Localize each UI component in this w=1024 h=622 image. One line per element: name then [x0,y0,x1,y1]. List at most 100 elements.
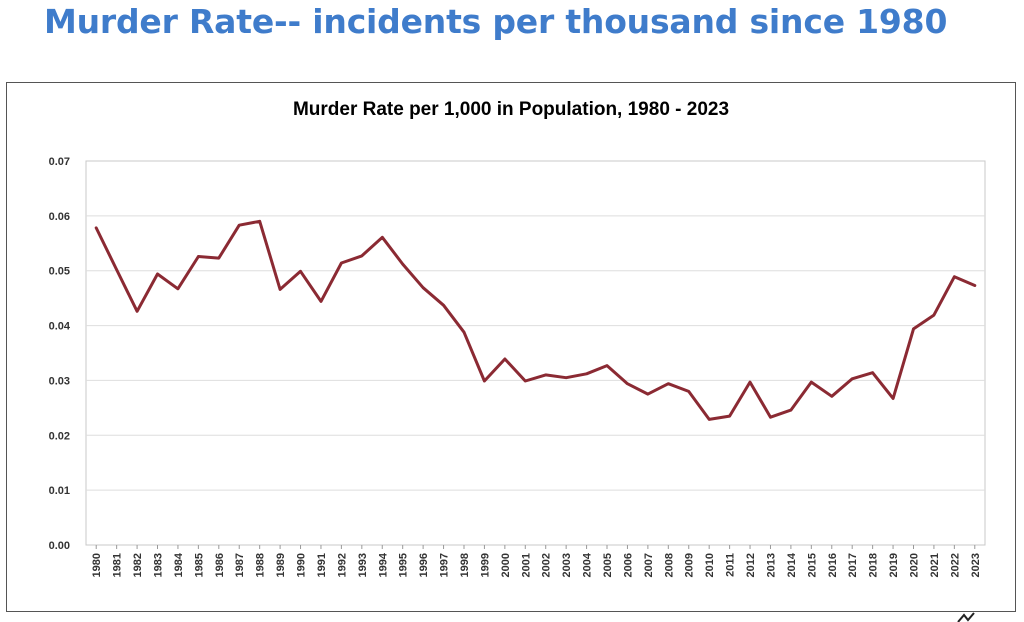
x-tick-label: 1981 [112,553,124,577]
x-tick-label: 2017 [847,553,859,577]
data-point [626,382,629,385]
data-point [421,286,425,289]
data-point [442,304,445,307]
data-point [176,287,180,291]
data-point [462,330,466,334]
y-tick-label: 0.03 [49,375,70,387]
x-tick-label: 2002 [541,553,553,577]
data-point [299,270,302,273]
x-tick-label: 1983 [153,553,165,577]
data-point [156,272,159,276]
slide-title: Murder Rate-- incidents per thousand sin… [44,2,948,41]
y-tick-label: 0.05 [49,266,70,278]
x-tick-label: 1980 [91,553,103,577]
x-tick-label: 2012 [745,553,757,577]
data-point [278,288,282,291]
x-tick-label: 2008 [663,553,675,577]
x-tick-label: 1985 [193,553,205,577]
data-point [748,380,752,384]
data-point [810,380,813,384]
plot-area [85,160,986,546]
x-tick-label: 2016 [827,553,839,577]
x-tick-label: 1998 [459,553,471,577]
data-point [585,372,588,376]
data-point [340,261,343,265]
data-point [503,357,507,361]
x-tick-label: 2011 [725,553,737,577]
data-point [953,275,956,278]
data-point [932,313,936,317]
data-point [238,223,241,227]
x-tick-label: 2000 [500,553,512,577]
y-tick-label: 0.02 [49,430,70,442]
data-point [912,327,915,331]
data-point [258,220,261,223]
x-tick-label: 1986 [214,553,226,577]
data-point [524,379,527,383]
data-point [564,376,568,379]
x-tick-label: 2023 [970,553,982,577]
x-tick-label: 2004 [582,552,594,577]
data-point [135,310,139,313]
x-tick-label: 1984 [173,552,185,577]
x-tick-label: 2015 [806,553,818,577]
y-tick-label: 0.04 [49,321,71,333]
x-tick-label: 2020 [908,553,920,577]
data-point [360,254,364,258]
y-tick-label: 0.00 [49,540,70,552]
x-tick-label: 1994 [377,552,389,577]
x-tick-label: 2022 [949,553,961,577]
x-tick-label: 1992 [336,553,348,577]
data-point [483,379,486,383]
x-tick-label: 1988 [255,553,267,577]
x-tick-label: 1990 [296,553,308,577]
x-tick-label: 2001 [520,553,532,577]
data-point [830,395,833,398]
data-point [95,226,98,230]
x-tick-label: 2014 [786,552,798,577]
data-point [973,284,976,287]
data-point [646,392,650,396]
data-point [667,382,670,385]
data-point [728,414,731,418]
data-point [789,408,793,412]
x-tick-label: 1989 [275,553,287,577]
data-point [605,364,609,367]
data-point [687,390,690,393]
data-point [401,262,404,266]
y-tick-label: 0.01 [49,485,70,497]
x-tick-label: 1993 [357,553,369,577]
corner-arrow-icon [957,612,975,622]
x-tick-label: 2019 [888,553,900,577]
line-chart: 0.00 0.01 0.02 0.03 0.04 0.05 0.06 0.07 1980 1981… [49,156,986,577]
x-tick-label: 1982 [132,553,144,577]
x-tick-label: 1991 [316,553,328,577]
data-point [217,256,221,260]
y-tick-label: 0.07 [49,156,70,168]
data-point [544,373,547,377]
x-tick-label: 1999 [479,553,491,577]
data-point [381,236,384,239]
data-point [891,397,895,400]
data-point [115,268,118,271]
x-tick-label: 2007 [643,553,655,577]
x-tick-label: 1995 [398,553,410,577]
x-tick-label: 1996 [418,553,430,577]
x-tick-label: 1997 [439,553,451,577]
y-tick-label: 0.06 [49,211,70,223]
data-point [769,415,772,419]
data-point [850,377,854,380]
data-point [319,300,323,303]
x-tick-label: 2013 [765,553,777,577]
data-point [197,255,200,258]
data-point [707,418,711,421]
x-tick-label: 2006 [622,553,634,577]
series-line [94,219,977,421]
data-point [871,371,874,374]
chart-title: Murder Rate per 1,000 in Population, 198… [292,99,730,120]
x-tick-label: 2005 [602,553,614,577]
x-tick-label: 2021 [929,553,941,577]
x-tick-label: 2010 [704,553,716,577]
x-tick-label: 1987 [234,553,246,577]
chart-frame: Murder Rate per 1,000 in Population, 198… [6,82,1016,612]
